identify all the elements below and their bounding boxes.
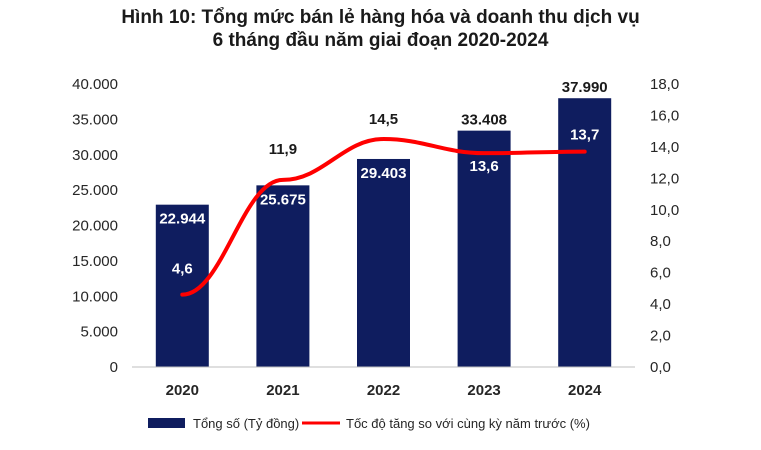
y-right-tick-label: 6,0 (650, 265, 671, 282)
line-data-label: 11,9 (269, 141, 297, 158)
line-data-label: 13,7 (570, 127, 599, 144)
y-right-tick-label: 8,0 (650, 233, 671, 250)
bar-data-label: 25.675 (260, 191, 306, 208)
y-right-tick-label: 2,0 (650, 328, 671, 345)
x-tick-label: 2020 (166, 382, 199, 399)
legend-line-label: Tốc độ tăng so với cùng kỳ năm trước (%) (346, 416, 590, 431)
bar (457, 130, 511, 367)
bar (558, 98, 612, 367)
legend-bar-label: Tổng số (Tỷ đồng) (193, 416, 299, 431)
y-right-tick-label: 18,0 (650, 76, 679, 93)
bar (256, 185, 310, 367)
y-left-tick-label: 10.000 (72, 288, 118, 305)
y-right-tick-label: 12,0 (650, 170, 679, 187)
line-series (180, 137, 587, 297)
line-data-label: 4,6 (172, 261, 193, 278)
y-right-tick-label: 4,0 (650, 296, 671, 313)
chart-title: Hình 10: Tổng mức bán lẻ hàng hóa và doa… (0, 6, 761, 52)
y-left-tick-label: 0 (110, 359, 118, 376)
x-tick-label: 2023 (467, 382, 500, 399)
y-left-tick-label: 40.000 (72, 76, 118, 93)
line-data-label: 13,6 (469, 158, 498, 175)
y-right-tick-label: 0,0 (650, 359, 671, 376)
legend-bar-swatch (148, 418, 185, 428)
y-left-tick-label: 15.000 (72, 253, 118, 270)
bar (357, 158, 410, 367)
x-tick-label: 2024 (568, 382, 602, 399)
bar-data-label: 29.403 (361, 165, 407, 182)
y-right-tick-label: 14,0 (650, 139, 679, 156)
bar-data-label: 22.944 (159, 211, 206, 228)
y-right-tick-label: 10,0 (650, 202, 679, 219)
y-left-tick-label: 20.000 (72, 218, 118, 235)
y-left-tick-label: 5.000 (80, 324, 118, 341)
y-right-tick-label: 16,0 (650, 107, 679, 124)
chart-title-line-1: Hình 10: Tổng mức bán lẻ hàng hóa và doa… (121, 7, 640, 28)
line-data-label: 14,5 (369, 111, 398, 128)
y-left-tick-label: 35.000 (72, 111, 118, 128)
x-tick-label: 2021 (266, 382, 299, 399)
y-left-tick-label: 25.000 (72, 182, 118, 199)
x-tick-label: 2022 (367, 382, 400, 399)
y-left-tick-label: 30.000 (72, 147, 118, 164)
bar-data-label: 37.990 (562, 79, 608, 96)
chart-title-line-2: 6 tháng đầu năm giai đoạn 2020-2024 (212, 30, 549, 51)
bar-data-label: 33.408 (461, 112, 507, 129)
